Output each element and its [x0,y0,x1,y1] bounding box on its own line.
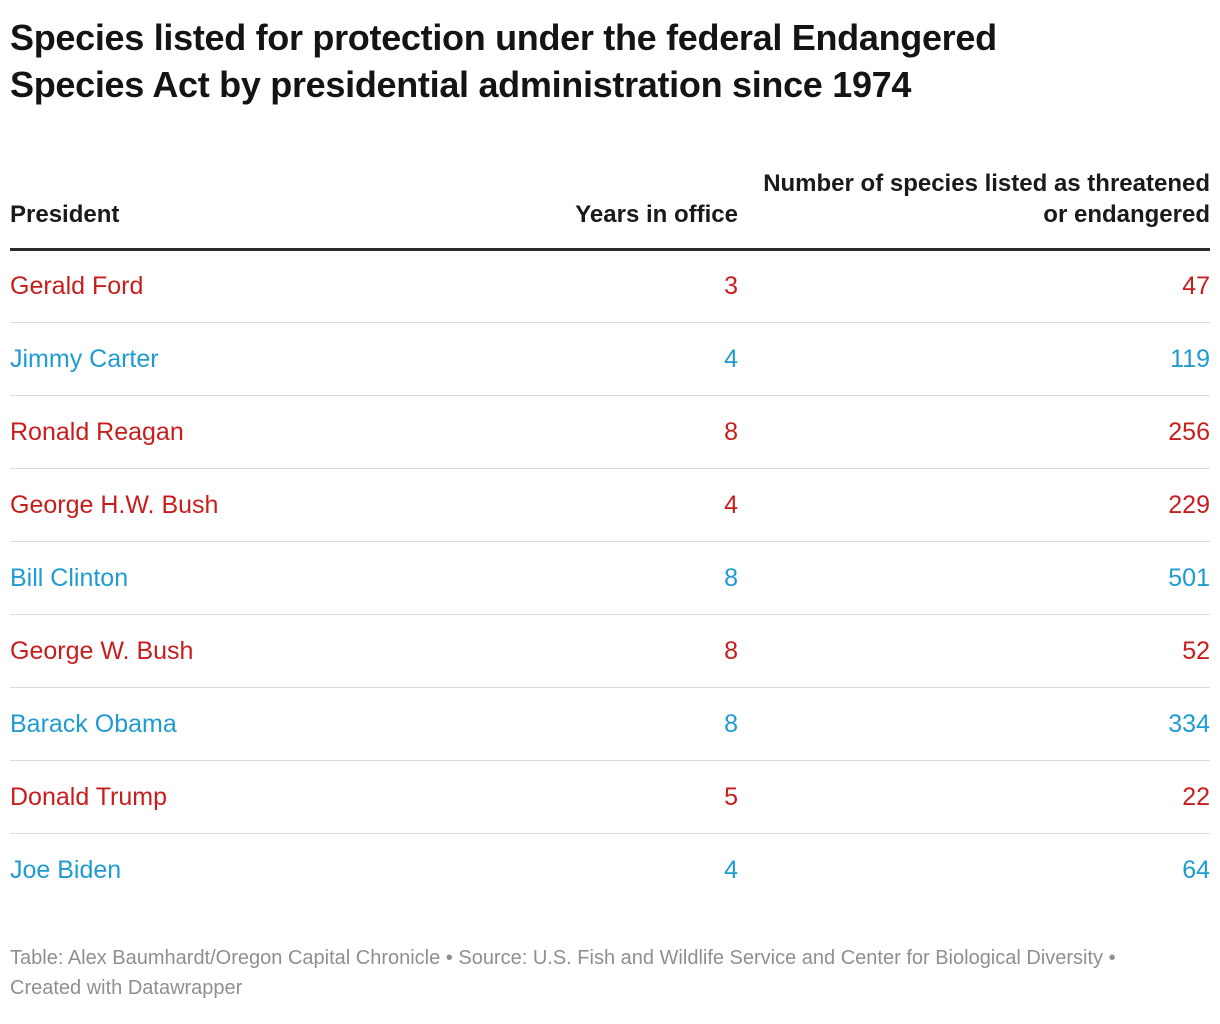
cell-president: Ronald Reagan [10,395,460,469]
cell-species-listed: 22 [738,760,1210,834]
cell-species-listed: 119 [738,322,1210,396]
cell-president: Gerald Ford [10,249,460,323]
cell-species-listed: 229 [738,468,1210,542]
cell-years-in-office: 4 [460,322,738,396]
column-header-species-listed: Number of species listed as threatened o… [738,168,1210,251]
cell-years-in-office: 4 [460,833,738,907]
cell-species-listed: 64 [738,833,1210,907]
table-body: Gerald Ford 3 47 Jimmy Carter 4 119 Ronald Rea… [10,249,1210,907]
chart-title: Species listed for protection under the … [10,14,1210,108]
cell-president: Donald Trump [10,760,460,834]
attribution-footer: Table: Alex Baumhardt/Oregon Capital Chr… [10,946,1116,999]
cell-species-listed: 334 [738,687,1210,761]
table-row: George H.W. Bush 4 229 [10,468,1210,542]
cell-years-in-office: 8 [460,395,738,469]
cell-species-listed: 52 [738,614,1210,688]
cell-president: Bill Clinton [10,541,460,615]
table-row: Joe Biden 4 64 [10,833,1210,907]
column-header-years-in-office: Years in office [460,168,738,251]
table-row: George W. Bush 8 52 [10,614,1210,688]
cell-president: Barack Obama [10,687,460,761]
table-row: Jimmy Carter 4 119 [10,322,1210,396]
cell-president: George W. Bush [10,614,460,688]
table-row: Bill Clinton 8 501 [10,541,1210,615]
chart-title-line-1: Species listed for protection under the … [10,17,997,58]
cell-species-listed: 501 [738,541,1210,615]
table-row: Ronald Reagan 8 256 [10,395,1210,469]
cell-years-in-office: 4 [460,468,738,542]
table-header-row: President Years in office Number of spec… [10,168,1210,251]
cell-years-in-office: 3 [460,249,738,323]
cell-species-listed: 47 [738,249,1210,323]
cell-years-in-office: 8 [460,614,738,688]
table-row: Gerald Ford 3 47 [10,249,1210,323]
cell-president: George H.W. Bush [10,468,460,542]
cell-president: Jimmy Carter [10,322,460,396]
cell-species-listed: 256 [738,395,1210,469]
column-header-president: President [10,168,460,251]
cell-years-in-office: 8 [460,541,738,615]
cell-president: Joe Biden [10,833,460,907]
table-row: Donald Trump 5 22 [10,760,1210,834]
species-table: President Years in office Number of spec… [10,168,1210,907]
chart-title-line-2: Species Act by presidential administrati… [10,64,912,105]
cell-years-in-office: 8 [460,687,738,761]
table-row: Barack Obama 8 334 [10,687,1210,761]
cell-years-in-office: 5 [460,760,738,834]
